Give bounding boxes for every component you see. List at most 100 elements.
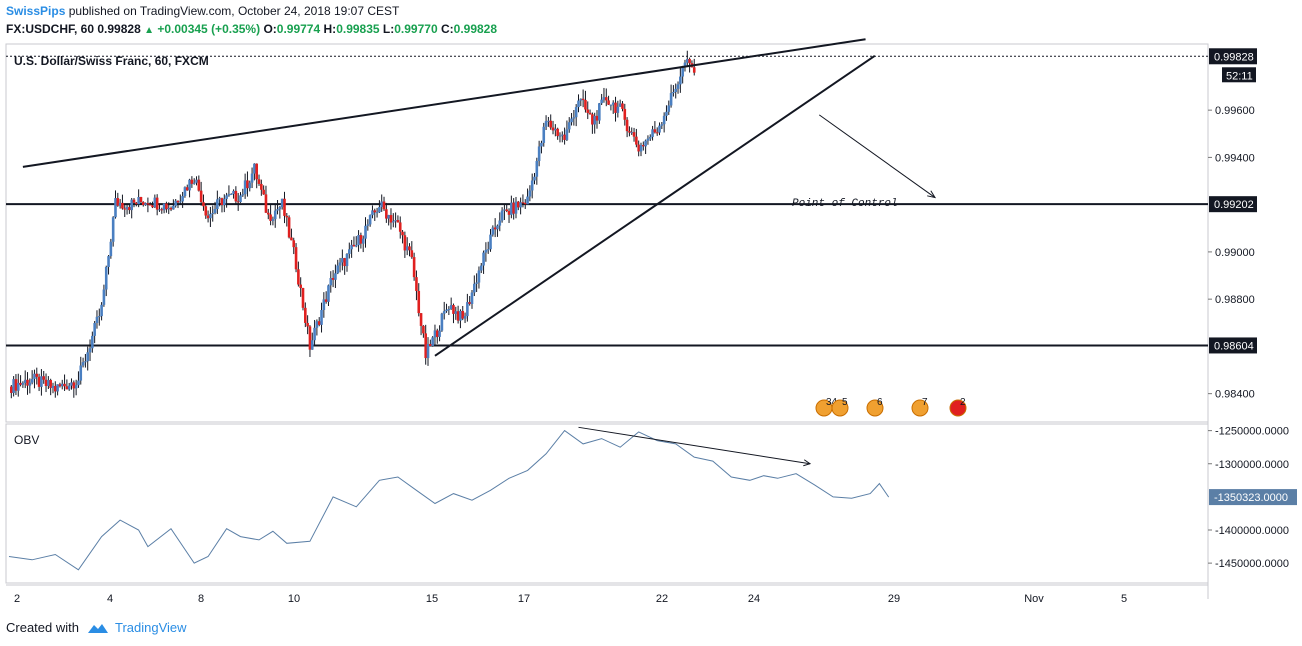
- symbol-label: FX:USDCHF, 60: [6, 22, 95, 36]
- candle-body: [484, 249, 488, 253]
- candle-body: [584, 99, 587, 110]
- candle-body: [160, 209, 164, 211]
- candle-body: [410, 250, 414, 258]
- candle-body: [454, 311, 458, 314]
- candle-body: [371, 210, 374, 216]
- candle-body: [329, 278, 333, 286]
- candle-body: [141, 202, 145, 206]
- candle-body: [604, 97, 608, 101]
- candle-body: [554, 128, 557, 131]
- candle-body: [313, 327, 316, 341]
- candle-body: [135, 202, 138, 205]
- candle-body: [320, 309, 323, 325]
- candle-body: [366, 224, 370, 226]
- candle-body: [222, 198, 226, 206]
- candle-body: [519, 202, 522, 208]
- candle-body: [192, 182, 196, 184]
- change-value: +0.00345 (+0.35%): [157, 22, 261, 36]
- candle-body: [574, 107, 578, 118]
- candle-body: [246, 180, 249, 189]
- change-up-icon: ▲: [144, 25, 154, 36]
- tradingview-link[interactable]: TradingView: [114, 620, 187, 635]
- candle-body: [269, 214, 272, 221]
- candle-body: [380, 201, 384, 208]
- event-flag-us-icon: [831, 399, 849, 417]
- candle-body: [503, 209, 506, 211]
- candle-body: [324, 299, 328, 302]
- candle-body: [581, 98, 585, 100]
- countdown-label: 52:11: [1226, 70, 1253, 82]
- candle-body: [556, 128, 559, 137]
- created-with-label: Created with: [6, 620, 79, 635]
- candle-body: [229, 194, 233, 196]
- candle-body: [614, 102, 617, 113]
- event-flag-us-icon: [911, 399, 929, 417]
- event-count: 2: [960, 397, 966, 408]
- candle-body: [679, 76, 682, 85]
- candle-body: [535, 160, 539, 177]
- candle-body: [287, 217, 291, 238]
- candle-body: [155, 197, 159, 210]
- candle-body: [382, 201, 386, 210]
- price-tick-label: 0.99000: [1215, 247, 1255, 259]
- candle-body: [232, 190, 235, 195]
- obv-pane-frame: [5, 423, 1209, 584]
- candle-body: [179, 201, 182, 203]
- author-name[interactable]: SwissPips: [6, 4, 66, 18]
- candle-body: [658, 125, 661, 133]
- candle-body: [225, 195, 228, 199]
- candle-body: [507, 211, 511, 215]
- candle-body: [206, 215, 210, 219]
- candle-body: [482, 252, 485, 266]
- price-pane-title: U.S. Dollar/Swiss Franc, 60, FXCM: [14, 54, 209, 68]
- candle-body: [343, 258, 346, 267]
- candle-body: [28, 382, 32, 386]
- close-value: 0.99828: [453, 22, 498, 36]
- candle-body: [102, 289, 106, 305]
- candle-body: [248, 182, 252, 189]
- candle-body: [162, 203, 166, 211]
- candle-body: [146, 203, 150, 205]
- candle-body: [653, 129, 657, 133]
- candle-body: [595, 115, 599, 121]
- candle-body: [639, 145, 643, 152]
- candle-body: [30, 378, 34, 383]
- candle-body: [14, 379, 18, 391]
- candle-body: [336, 265, 340, 274]
- candle-body: [37, 376, 41, 387]
- candle-body: [378, 207, 381, 213]
- candle-body: [419, 313, 423, 326]
- candle-body: [67, 385, 71, 390]
- candle-body: [334, 273, 337, 280]
- candle-body: [151, 205, 154, 208]
- candle-body: [16, 382, 20, 391]
- candle-body: [468, 302, 471, 304]
- candle-body: [422, 325, 425, 334]
- trendline-upper: [22, 38, 866, 168]
- candle-body: [646, 138, 650, 141]
- candle-body: [174, 200, 177, 206]
- candle-body: [672, 91, 675, 94]
- candle-body: [618, 103, 622, 107]
- candle-body: [257, 179, 261, 184]
- candle-body: [169, 207, 173, 210]
- candle-body: [72, 382, 76, 389]
- candle-body: [389, 215, 393, 223]
- candle-body: [283, 198, 286, 216]
- candle-body: [637, 144, 640, 152]
- candle-body: [526, 196, 529, 205]
- candle-body: [387, 215, 390, 219]
- candle-body: [426, 343, 430, 359]
- time-tick-label: 4: [107, 593, 113, 605]
- candle-body: [111, 217, 115, 242]
- candle-body: [26, 379, 29, 386]
- event-flag-us-icon: [866, 399, 884, 417]
- obv-tick-label: -1300000.0000: [1215, 459, 1289, 471]
- candle-body: [412, 257, 416, 278]
- time-tick-label: 15: [426, 593, 438, 605]
- candle-body: [213, 208, 217, 213]
- candle-body: [227, 194, 231, 196]
- candle-body: [547, 120, 550, 122]
- candle-body: [88, 348, 92, 353]
